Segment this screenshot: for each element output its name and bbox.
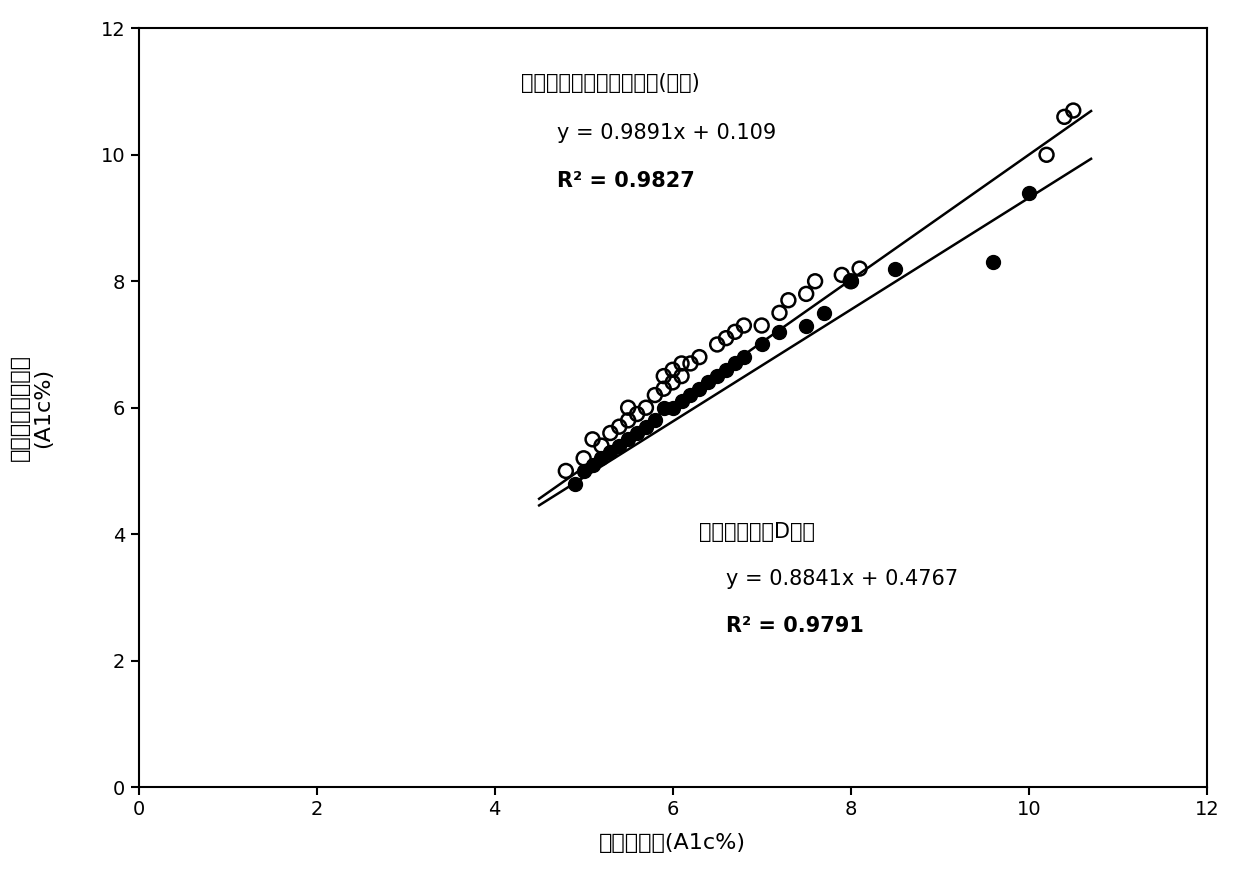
- X-axis label: 亲和色谱法(A1c%): 亲和色谱法(A1c%): [599, 833, 746, 853]
- Point: [717, 331, 737, 345]
- Text: y = 0.8841x + 0.4767: y = 0.8841x + 0.4767: [727, 569, 959, 589]
- Point: [662, 363, 682, 377]
- Point: [751, 318, 771, 332]
- Point: [707, 369, 727, 383]
- Point: [653, 382, 673, 396]
- Point: [707, 337, 727, 351]
- Text: R² = 0.9827: R² = 0.9827: [557, 170, 694, 191]
- Point: [619, 400, 639, 414]
- Point: [841, 274, 861, 288]
- Point: [636, 420, 656, 434]
- Point: [600, 426, 620, 440]
- Point: [619, 413, 639, 427]
- Point: [609, 439, 629, 453]
- Point: [770, 306, 790, 320]
- Point: [662, 376, 682, 390]
- Point: [583, 458, 603, 472]
- Point: [645, 413, 665, 427]
- Point: [600, 445, 620, 459]
- Point: [717, 363, 737, 377]
- Point: [619, 433, 639, 447]
- Point: [689, 350, 709, 364]
- Point: [672, 394, 692, 408]
- Point: [815, 306, 835, 320]
- Point: [609, 420, 629, 434]
- Point: [734, 318, 754, 332]
- Point: [805, 274, 825, 288]
- Point: [770, 325, 790, 339]
- Text: 异常血红蛋白D检体: 异常血红蛋白D检体: [699, 522, 816, 542]
- Point: [681, 388, 701, 402]
- Point: [885, 261, 905, 275]
- Point: [841, 274, 861, 288]
- Point: [653, 369, 673, 383]
- Point: [779, 293, 799, 307]
- Point: [725, 325, 745, 339]
- Point: [1019, 186, 1039, 200]
- Point: [627, 426, 647, 440]
- Point: [653, 400, 673, 414]
- Point: [583, 433, 603, 447]
- Point: [574, 451, 594, 465]
- Point: [591, 439, 611, 453]
- Text: 阳离子交换色谱法
(A1c%): 阳离子交换色谱法 (A1c%): [10, 354, 53, 461]
- Point: [627, 407, 647, 421]
- Point: [832, 268, 852, 282]
- Point: [564, 476, 584, 490]
- Point: [796, 318, 816, 332]
- Text: R² = 0.9791: R² = 0.9791: [727, 616, 864, 636]
- Point: [591, 451, 611, 465]
- Point: [1064, 103, 1084, 117]
- Point: [636, 400, 656, 414]
- Point: [672, 357, 692, 371]
- Point: [1037, 148, 1056, 162]
- Point: [662, 400, 682, 414]
- Point: [672, 369, 692, 383]
- Point: [734, 350, 754, 364]
- Point: [849, 261, 869, 275]
- Text: y = 0.9891x + 0.109: y = 0.9891x + 0.109: [557, 123, 776, 143]
- Point: [1054, 110, 1074, 124]
- Point: [556, 464, 575, 478]
- Point: [725, 357, 745, 371]
- Point: [689, 382, 709, 396]
- Point: [681, 357, 701, 371]
- Point: [645, 388, 665, 402]
- Text: 不含异常血红蛋白的检体(空心): 不含异常血红蛋白的检体(空心): [521, 73, 701, 93]
- Point: [698, 376, 718, 390]
- Point: [796, 287, 816, 301]
- Point: [983, 255, 1003, 269]
- Point: [751, 337, 771, 351]
- Point: [574, 464, 594, 478]
